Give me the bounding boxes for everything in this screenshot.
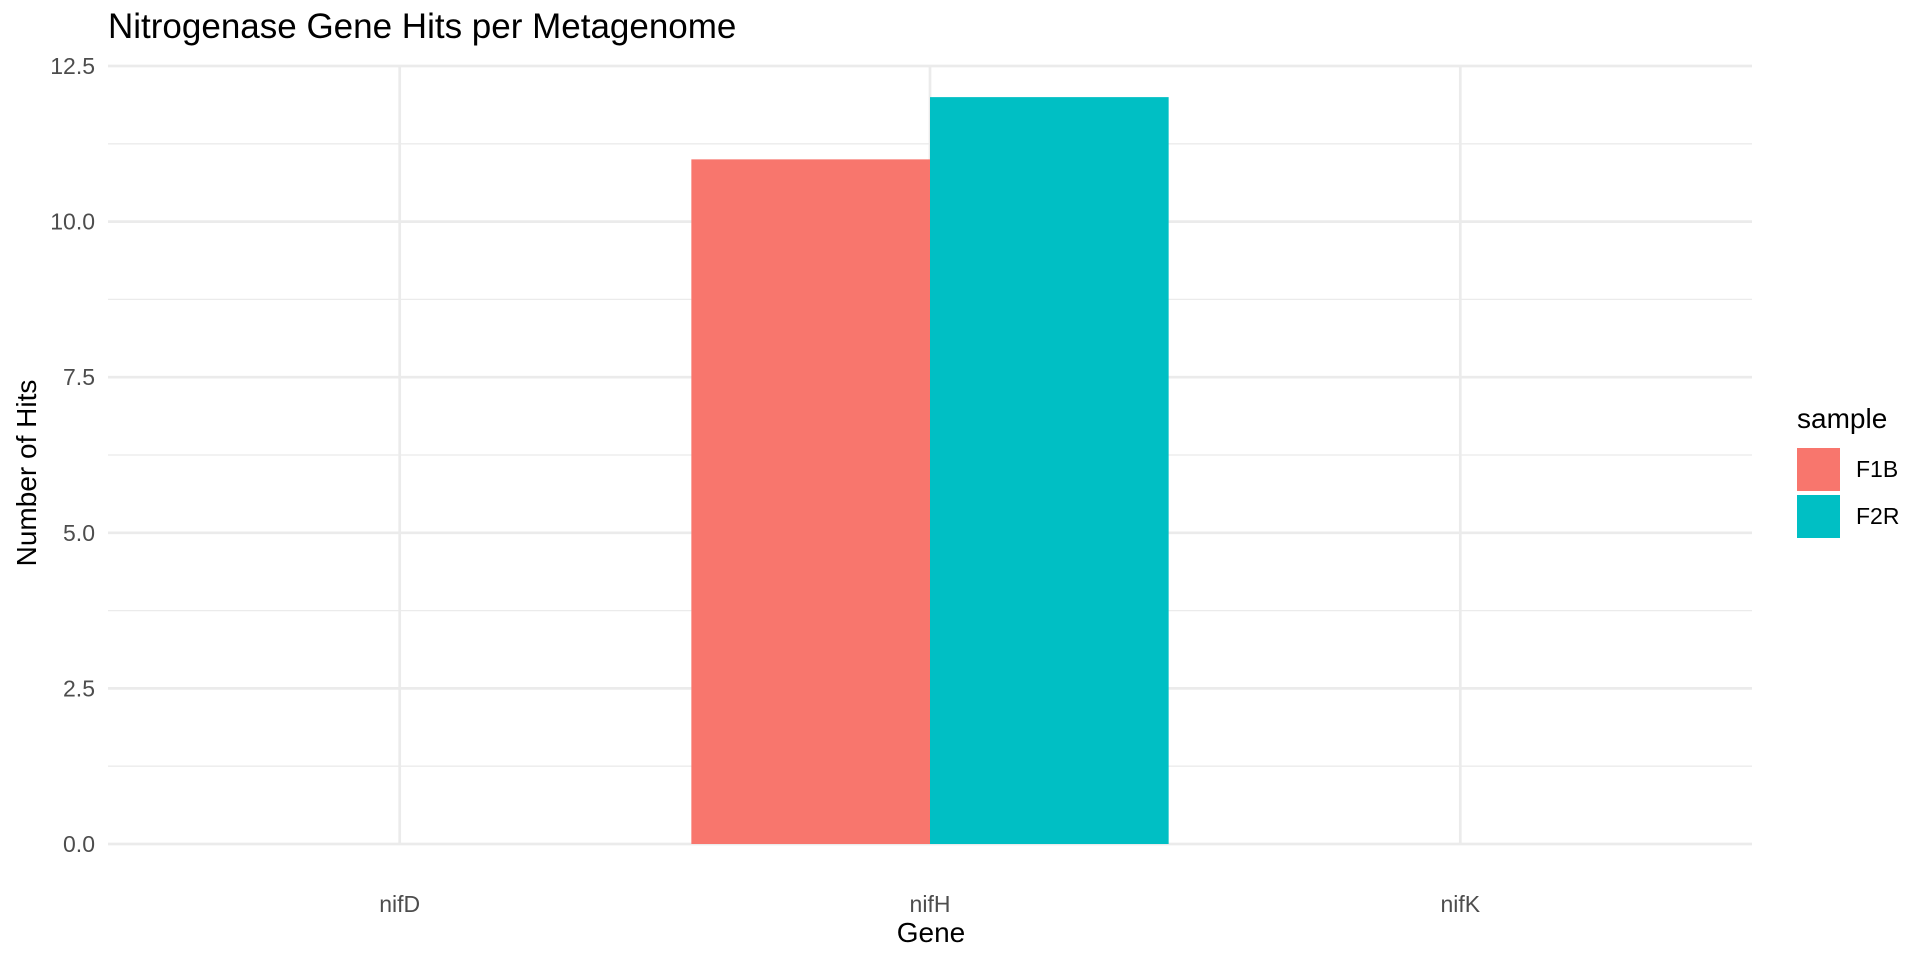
- legend: sample F1B F2R: [1797, 403, 1899, 538]
- y-axis-tick-labels: 0.0 2.5 5.0 7.5 10.0 12.5: [50, 53, 95, 857]
- y-tick-label: 2.5: [63, 675, 95, 701]
- legend-items: F1B F2R: [1797, 448, 1899, 538]
- x-tick-label: nifD: [379, 891, 420, 917]
- y-tick-label: 12.5: [50, 53, 95, 79]
- legend-title: sample: [1797, 403, 1887, 434]
- legend-label-F1B: F1B: [1856, 456, 1898, 482]
- bars: [691, 97, 1169, 845]
- y-axis-title: Number of Hits: [11, 380, 42, 567]
- y-tick-label: 5.0: [63, 520, 95, 546]
- x-tick-label: nifH: [910, 891, 951, 917]
- bar-F1B-nifH: [691, 159, 930, 845]
- y-tick-label: 0.0: [63, 831, 95, 857]
- y-tick-label: 10.0: [50, 209, 95, 235]
- y-tick-label: 7.5: [63, 364, 95, 390]
- legend-key-F1B: [1797, 448, 1840, 491]
- legend-label-F2R: F2R: [1856, 503, 1899, 529]
- x-axis-title: Gene: [897, 917, 966, 948]
- x-tick-label: nifK: [1441, 891, 1481, 917]
- bar-F2R-nifH: [930, 97, 1169, 845]
- legend-key-F2R: [1797, 495, 1840, 538]
- chart-title: Nitrogenase Gene Hits per Metagenome: [108, 7, 736, 46]
- x-axis-tick-labels: nifD nifH nifK: [379, 891, 1481, 917]
